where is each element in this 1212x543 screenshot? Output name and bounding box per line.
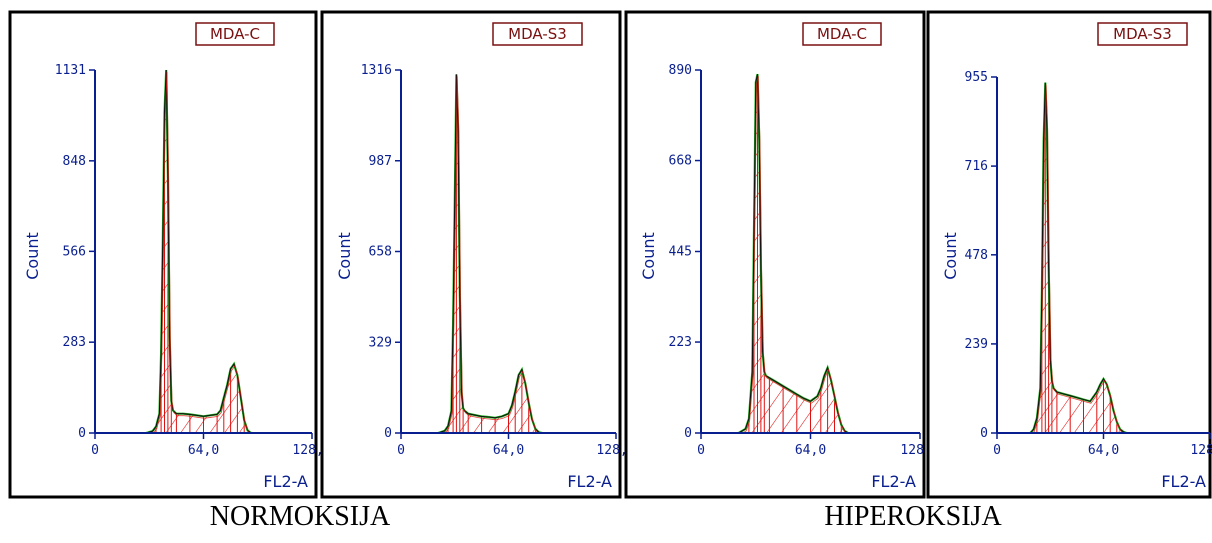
y-tick-label: 329 bbox=[369, 335, 392, 350]
x-tick-label: 64,0 bbox=[493, 443, 524, 458]
y-tick-label: 658 bbox=[369, 245, 392, 260]
y-axis-label: Count bbox=[941, 232, 960, 280]
panel-title: MDA-C bbox=[817, 25, 867, 43]
y-tick-label: 848 bbox=[63, 154, 86, 169]
histogram-panel-4: 0 239 478 716 955 0 64,0 128,0 FL2-A Count MDA-S3 bbox=[926, 10, 1212, 499]
x-tick-label: 0 bbox=[397, 443, 405, 458]
x-tick-label: 0 bbox=[91, 443, 99, 458]
y-tick-label: 223 bbox=[669, 335, 692, 350]
histogram-series bbox=[437, 74, 543, 433]
x-tick-label: 128,0 bbox=[1190, 443, 1212, 458]
panel-title: MDA-C bbox=[210, 25, 260, 43]
title-box bbox=[492, 22, 583, 46]
histogram-series bbox=[145, 69, 252, 433]
y-tick-label: 890 bbox=[669, 63, 692, 78]
y-tick-label: 0 bbox=[980, 426, 988, 441]
y-tick-label: 478 bbox=[965, 248, 988, 263]
y-tick-label: 445 bbox=[669, 245, 692, 260]
y-tick-label: 239 bbox=[965, 337, 988, 352]
x-tick-label: 64,0 bbox=[1088, 443, 1119, 458]
x-axis-label: FL2-A bbox=[263, 472, 308, 491]
x-tick-label: 64,0 bbox=[795, 443, 826, 458]
histogram-series bbox=[738, 73, 849, 433]
y-axis-label: Count bbox=[23, 232, 42, 280]
y-axis-label: Count bbox=[639, 232, 658, 280]
y-tick-label: 1131 bbox=[55, 63, 86, 78]
x-axis-label: FL2-A bbox=[871, 472, 916, 491]
panel-title: MDA-S3 bbox=[1113, 25, 1172, 43]
y-axis-label: Count bbox=[335, 232, 354, 280]
y-tick-label: 0 bbox=[684, 426, 692, 441]
panel-title: MDA-S3 bbox=[508, 25, 567, 43]
model-curve bbox=[443, 76, 539, 433]
model-curve bbox=[741, 76, 847, 433]
y-tick-label: 955 bbox=[965, 70, 988, 85]
histogram-outline bbox=[437, 74, 543, 433]
y-tick-label: 283 bbox=[63, 335, 86, 350]
x-tick-label: 0 bbox=[993, 443, 1001, 458]
x-tick-label: 0 bbox=[697, 443, 705, 458]
x-axis-label: FL2-A bbox=[1161, 472, 1206, 491]
title-box bbox=[195, 22, 275, 46]
y-tick-label: 0 bbox=[384, 426, 392, 441]
y-tick-label: 716 bbox=[965, 159, 988, 174]
x-axis-label: FL2-A bbox=[567, 472, 612, 491]
x-tick-label: 64,0 bbox=[188, 443, 219, 458]
caption-hiperoksija: HIPEROKSIJA bbox=[824, 501, 1002, 532]
histogram-series bbox=[1029, 82, 1128, 433]
model-curve bbox=[152, 71, 250, 433]
y-tick-label: 0 bbox=[78, 426, 86, 441]
y-tick-label: 668 bbox=[669, 154, 692, 169]
title-box bbox=[802, 22, 882, 46]
model-curve bbox=[1032, 84, 1124, 433]
y-tick-label: 566 bbox=[63, 244, 86, 259]
y-tick-label: 987 bbox=[369, 154, 392, 169]
y-tick-label: 1316 bbox=[361, 63, 392, 78]
title-box bbox=[1097, 22, 1188, 46]
caption-normoksija: NORMOKSIJA bbox=[210, 501, 391, 532]
